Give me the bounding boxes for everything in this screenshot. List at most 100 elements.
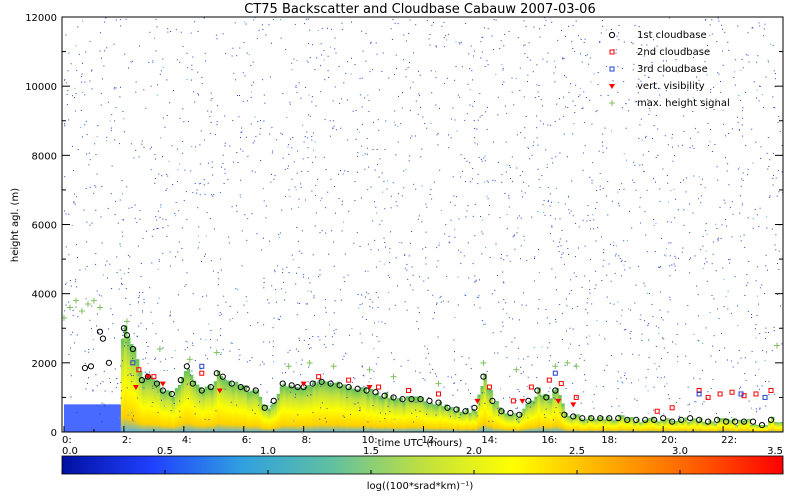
- noise-dot: [125, 297, 127, 299]
- noise-dot: [91, 305, 93, 307]
- backscatter-column: [171, 397, 176, 432]
- noise-dot: [372, 220, 374, 222]
- data-point: [243, 385, 250, 392]
- noise-dot: [312, 254, 314, 256]
- noise-dot: [339, 289, 341, 291]
- noise-dot: [774, 78, 776, 80]
- noise-dot: [619, 323, 621, 325]
- backscatter-column: [672, 421, 676, 432]
- data-point: [633, 416, 640, 423]
- noise-dot: [643, 320, 645, 322]
- noise-dot: [307, 171, 309, 172]
- noise-dot: [347, 274, 349, 276]
- noise-dot: [64, 125, 66, 127]
- noise-dot: [537, 144, 539, 146]
- noise-dot: [717, 237, 719, 239]
- noise-dot: [560, 245, 562, 247]
- noise-dot: [224, 142, 226, 144]
- noise-dot: [662, 319, 664, 321]
- data-point: [406, 388, 412, 393]
- noise-dot: [394, 110, 396, 112]
- noise-dot: [276, 139, 277, 141]
- noise-dot: [575, 84, 577, 86]
- noise-dot: [120, 381, 122, 383]
- noise-dot: [230, 401, 232, 403]
- noise-dot: [578, 96, 580, 97]
- noise-dot: [671, 134, 673, 135]
- noise-dot: [669, 255, 671, 257]
- data-point: [96, 328, 104, 335]
- noise-dot: [716, 166, 718, 168]
- noise-dot: [709, 24, 711, 26]
- noise-dot: [359, 409, 361, 411]
- noise-dot: [157, 227, 159, 229]
- noise-dot: [621, 183, 623, 185]
- noise-dot: [692, 57, 694, 58]
- noise-dot: [538, 299, 540, 301]
- noise-dot: [408, 33, 410, 34]
- noise-dot: [734, 59, 736, 61]
- backscatter-column: [252, 389, 257, 432]
- data-point: [597, 415, 604, 422]
- noise-dot: [587, 343, 589, 345]
- noise-dot: [649, 110, 651, 112]
- noise-dot: [690, 137, 692, 139]
- noise-dot: [524, 192, 526, 194]
- backscatter-column: [489, 390, 493, 432]
- noise-dot: [739, 195, 741, 197]
- data-point: [159, 381, 166, 387]
- noise-dot: [378, 176, 380, 178]
- noise-dot: [440, 209, 442, 211]
- noise-dot: [82, 20, 83, 22]
- noise-dot: [86, 221, 88, 223]
- noise-dot: [602, 187, 604, 189]
- noise-dot: [593, 394, 595, 396]
- noise-dot: [578, 345, 580, 346]
- noise-dot: [155, 18, 157, 20]
- noise-dot: [755, 361, 757, 363]
- noise-dot: [199, 308, 201, 310]
- noise-dot: [343, 82, 345, 84]
- data-point: [660, 415, 667, 422]
- noise-dot: [413, 183, 415, 185]
- noise-dot: [342, 415, 344, 417]
- noise-dot: [400, 365, 402, 367]
- noise-dot: [479, 116, 481, 118]
- noise-dot: [571, 308, 573, 310]
- noise-dot: [640, 80, 642, 82]
- noise-dot: [177, 329, 179, 331]
- backscatter-column: [696, 421, 700, 432]
- noise-dot: [721, 224, 723, 226]
- noise-dot: [745, 379, 747, 381]
- noise-dot: [751, 351, 753, 353]
- noise-dot: [480, 216, 481, 217]
- noise-dot: [448, 147, 450, 149]
- colorbar-tick-label: 3.0: [672, 446, 688, 457]
- noise-dot: [625, 127, 627, 129]
- noise-dot: [470, 45, 472, 47]
- noise-dot: [187, 67, 189, 69]
- noise-dot: [544, 214, 546, 216]
- noise-dot: [426, 20, 428, 22]
- noise-dot: [316, 381, 318, 383]
- noise-dot: [624, 372, 626, 374]
- noise-dot: [136, 335, 138, 337]
- noise-dot: [474, 128, 476, 129]
- x-tick-label: 4:: [182, 435, 192, 446]
- noise-dot: [645, 135, 647, 137]
- noise-dot: [673, 263, 675, 265]
- data-point: [519, 398, 526, 404]
- noise-dot: [536, 64, 538, 66]
- noise-dot: [664, 385, 666, 387]
- noise-dot: [90, 70, 92, 72]
- noise-dot: [282, 157, 284, 159]
- noise-dot: [581, 107, 583, 109]
- noise-dot: [227, 179, 229, 181]
- noise-dot: [575, 365, 577, 367]
- noise-dot: [192, 342, 193, 344]
- noise-dot: [494, 180, 496, 182]
- noise-dot: [739, 235, 741, 237]
- noise-dot: [500, 40, 502, 42]
- noise-dot: [608, 263, 610, 265]
